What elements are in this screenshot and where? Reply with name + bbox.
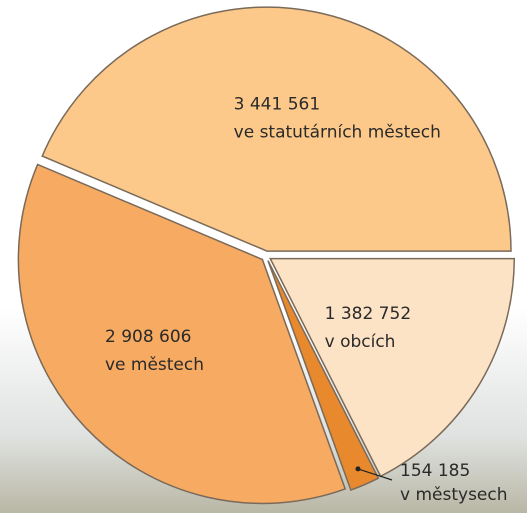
category-label: v městysech <box>400 485 508 505</box>
value-label: 2 908 606 <box>105 327 192 347</box>
category-label: ve městech <box>105 355 204 375</box>
value-label: 154 185 <box>400 461 470 481</box>
category-label: v obcích <box>325 332 396 352</box>
value-label: 3 441 561 <box>234 95 321 115</box>
category-label: ve statutárních městech <box>234 123 441 143</box>
chart: 3 441 561 ve statutárních městech 2 908 60… <box>0 0 527 513</box>
value-label: 1 382 752 <box>325 304 412 324</box>
